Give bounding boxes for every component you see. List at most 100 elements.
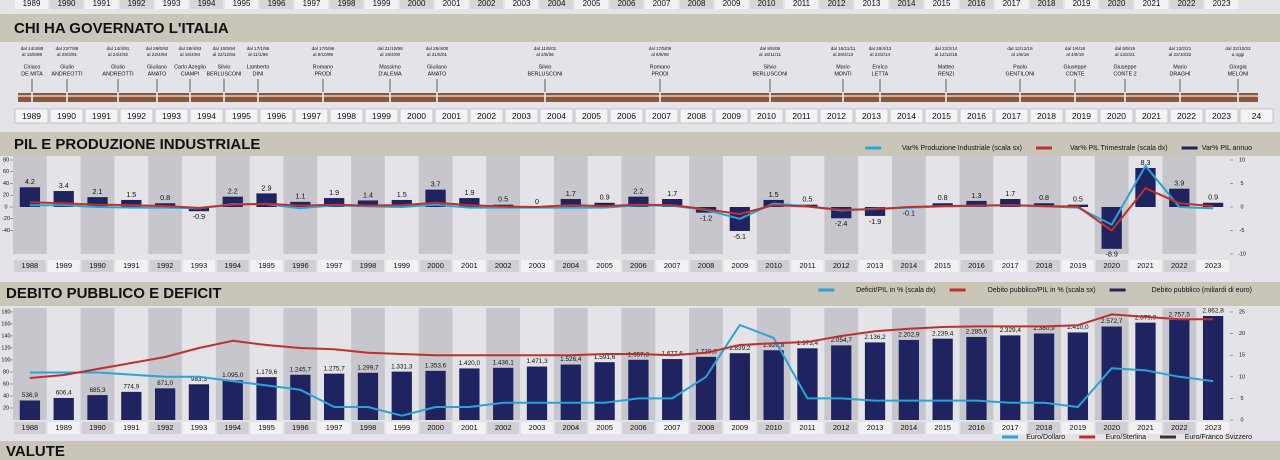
timeline-year-box — [469, 108, 504, 124]
value-label: 0.8 — [160, 193, 170, 202]
y-tick-label: 20 — [3, 193, 9, 199]
year-box — [115, 422, 148, 434]
bar — [898, 339, 919, 420]
timeline-year-label: 2016 — [967, 111, 986, 121]
year-box — [926, 422, 959, 434]
bar — [594, 202, 615, 207]
x-tick-label: 2013 — [867, 423, 884, 432]
value-label: 2.329,4 — [1000, 327, 1022, 334]
top-year-box — [750, 0, 783, 9]
gov-date-from: dal 22/2/14 — [935, 46, 958, 51]
x-tick-label: 2014 — [901, 423, 918, 432]
value-label: 1.299,7 — [357, 364, 379, 371]
x-tick-label: 1989 — [55, 423, 72, 432]
value-label: 685,3 — [90, 387, 106, 394]
value-label: 1.420,0 — [459, 360, 481, 367]
timeline-year-box — [399, 108, 434, 124]
year-box — [419, 260, 452, 272]
timeline-year-label: 1993 — [162, 111, 181, 121]
y2-tick-label: 5 — [1240, 181, 1243, 187]
year-box — [554, 260, 587, 272]
legend-label: Euro/Sterlina — [1106, 434, 1147, 441]
top-year-label: 2019 — [1073, 0, 1091, 8]
bar — [864, 207, 886, 216]
year-box — [216, 422, 249, 434]
bar — [87, 395, 108, 420]
top-year-box — [330, 0, 363, 9]
top-year-label: 2013 — [863, 0, 881, 8]
year-box — [690, 422, 722, 434]
value-label: 1.5 — [126, 190, 136, 199]
x-tick-label: 2001 — [461, 261, 478, 270]
x-tick-label: 2021 — [1137, 261, 1154, 270]
value-label: 2.1 — [93, 187, 103, 196]
value-label: 1.839,2 — [729, 345, 751, 352]
x-tick-label: 2011 — [799, 423, 815, 432]
year-box — [656, 422, 689, 434]
top-year-box — [715, 0, 748, 9]
bar — [19, 400, 41, 420]
bar — [966, 200, 987, 207]
timeline-year-box — [924, 108, 959, 124]
timeline-year-box — [119, 108, 154, 124]
bar — [222, 196, 243, 207]
timeline-year-box — [609, 108, 644, 124]
top-year-box — [925, 0, 958, 9]
gov-date-from: dal 14/4/91 — [107, 46, 130, 51]
top-year-box — [1205, 0, 1238, 9]
top-year-label: 2007 — [653, 0, 671, 8]
timeline-year-box — [329, 108, 364, 124]
y2-tick-label: 10 — [1239, 157, 1245, 163]
gov-date-from: dal 21/10/98 — [377, 46, 403, 51]
line — [29, 324, 1214, 417]
timeline-year-box — [539, 108, 574, 124]
gov-date-to: al 9/10/98 — [313, 52, 334, 57]
x-tick-label: 2010 — [765, 261, 782, 270]
gov-date-from: dal 28/4/13 — [869, 46, 892, 51]
x-tick-label: 2002 — [495, 423, 512, 432]
timeline-year-label: 1997 — [302, 111, 321, 121]
legend-label: Deficit/PIL in % (scala dx) — [856, 287, 936, 294]
y2-tick-label: 0 — [1240, 204, 1243, 210]
value-label: 1.973,4 — [797, 340, 819, 347]
timeline-year-box — [1239, 108, 1274, 124]
x-tick-label: 2012 — [833, 423, 850, 432]
gov-date-to: al 4/9/19 — [1066, 52, 1084, 57]
bar — [1135, 322, 1156, 420]
y2-tick-label: 5 — [1240, 396, 1243, 402]
gov-date-from: dal 12/12/16 — [1007, 46, 1033, 51]
timeline-year-box — [784, 108, 819, 124]
gov-last-name: BERLUSCONI — [527, 71, 562, 77]
legend-label: Var% PIL Trimestrale (scala dx) — [1070, 145, 1168, 152]
gov-last-name: PRODI — [651, 71, 668, 77]
timeline-year-label: 2021 — [1142, 111, 1161, 121]
bar — [154, 388, 176, 420]
timeline-year-box — [504, 108, 539, 124]
x-tick-label: 1993 — [191, 423, 208, 432]
gov-last-name: CONTE — [1066, 71, 1085, 77]
gov-last-name: ANDREOTTI — [102, 71, 133, 77]
timeline-year-label: 2000 — [407, 111, 426, 121]
top-year-box — [15, 0, 48, 9]
value-label: 3.7 — [431, 180, 441, 189]
bar — [1033, 333, 1055, 420]
bar — [966, 336, 987, 420]
year-box — [926, 260, 959, 272]
section-band — [0, 14, 1280, 42]
gov-date-from: dal 1/6/18 — [1065, 46, 1086, 51]
gov-last-name: ANDREOTTI — [51, 71, 82, 77]
year-box — [81, 260, 114, 272]
value-label: 0.9 — [1208, 193, 1218, 202]
timeline-year-box — [14, 108, 49, 124]
gov-last-name: PRODI — [314, 71, 331, 77]
gov-last-name: GENTILONI — [1005, 71, 1034, 77]
year-box — [622, 260, 655, 272]
value-label: 0.5 — [1073, 195, 1083, 204]
gov-last-name: CIAMPI — [181, 71, 200, 77]
x-tick-label: 2018 — [1036, 423, 1053, 432]
gov-date-to: a oggi — [1232, 52, 1245, 57]
timeline-year-label: 2002 — [477, 111, 496, 121]
gov-last-name: DINI — [253, 71, 264, 77]
timeline-year-box — [679, 108, 714, 124]
top-year-box — [505, 0, 538, 9]
